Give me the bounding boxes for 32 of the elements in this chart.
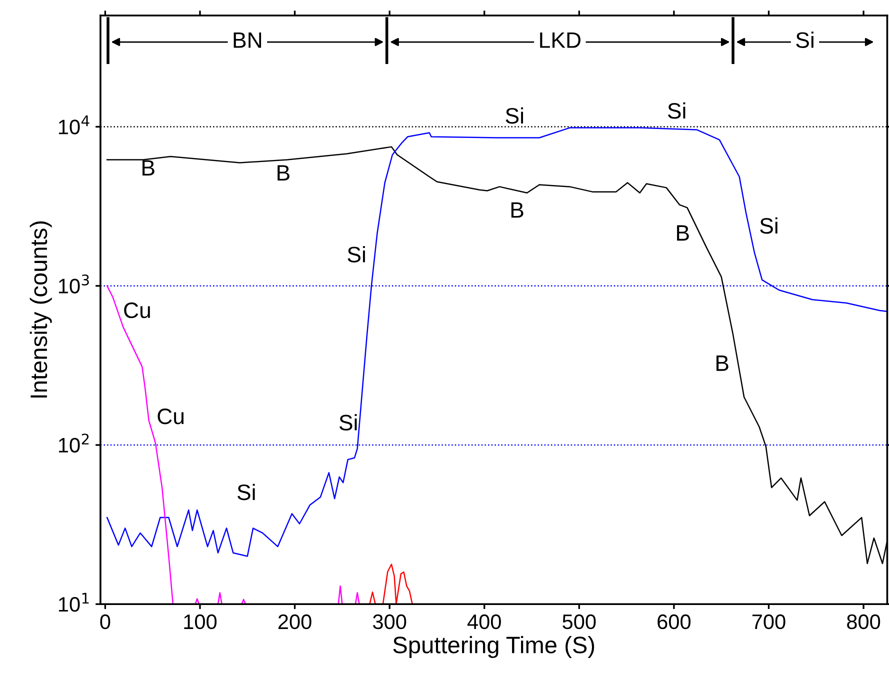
line-series [369,564,413,604]
y-tick-label: 10$^{4}$ [58,116,90,134]
x-tick-label: 300 [372,614,406,630]
annotation: BN [234,32,262,48]
x-tick-label: 100 [184,614,217,630]
series-label: B [142,160,154,176]
text: Cu [158,408,184,424]
x-tick-label: 500 [562,614,596,630]
text: Si [348,246,365,262]
annotation: Si [796,32,814,48]
series-label: Cu [124,302,150,318]
y-tick-label: 10$^{3}$ [58,274,89,294]
text: B [278,165,290,181]
x-tick-label: 700 [752,614,786,630]
text: Si [506,107,524,124]
text: Si [760,217,778,234]
text: B [511,202,524,218]
x-tick-label: 0 [100,614,110,630]
x-tick-label: 600 [658,614,691,630]
y-tick-label: 10$^{1}$ [58,592,89,612]
x-tick-label: 800 [847,614,880,630]
text: Si [238,484,255,500]
text: Si [668,102,686,119]
x-tick-label: 200 [278,614,312,630]
x-axis-title: Sputtering Time (S) [393,636,594,658]
y-axis-title: Intensity (counts) [30,221,52,398]
annotation: LKD [540,32,580,48]
text: B [716,356,728,371]
text: B [677,225,689,241]
y-tick-label: 10$^{2}$ [58,434,89,453]
series-label: Si [339,414,357,431]
x-tick-label: 400 [467,614,501,630]
